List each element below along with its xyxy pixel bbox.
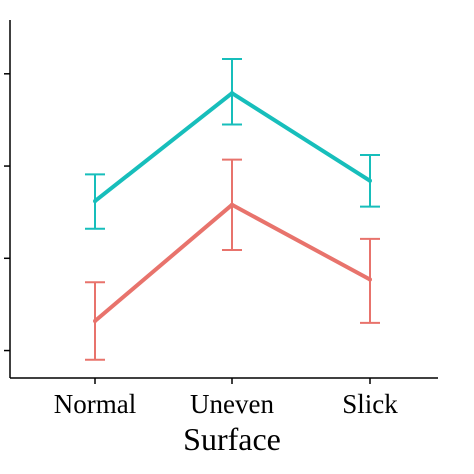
data-point [368,178,372,183]
x-tick-label-normal: Normal [54,389,136,419]
series-0 [85,58,380,230]
y-ticks [4,73,10,352]
x-axis-title: Surface [183,421,281,457]
data-point [230,202,234,207]
data-point [93,319,97,324]
x-tick-label-uneven: Uneven [190,389,274,419]
data-point [93,199,97,204]
data-point [368,277,372,282]
data-point [230,91,234,96]
series-layer [85,58,380,361]
x-ticks: Normal Uneven Slick [54,378,398,419]
x-tick-label-slick: Slick [342,389,398,419]
series-1 [85,158,380,361]
chart-axes: Normal Uneven Slick [4,20,438,419]
